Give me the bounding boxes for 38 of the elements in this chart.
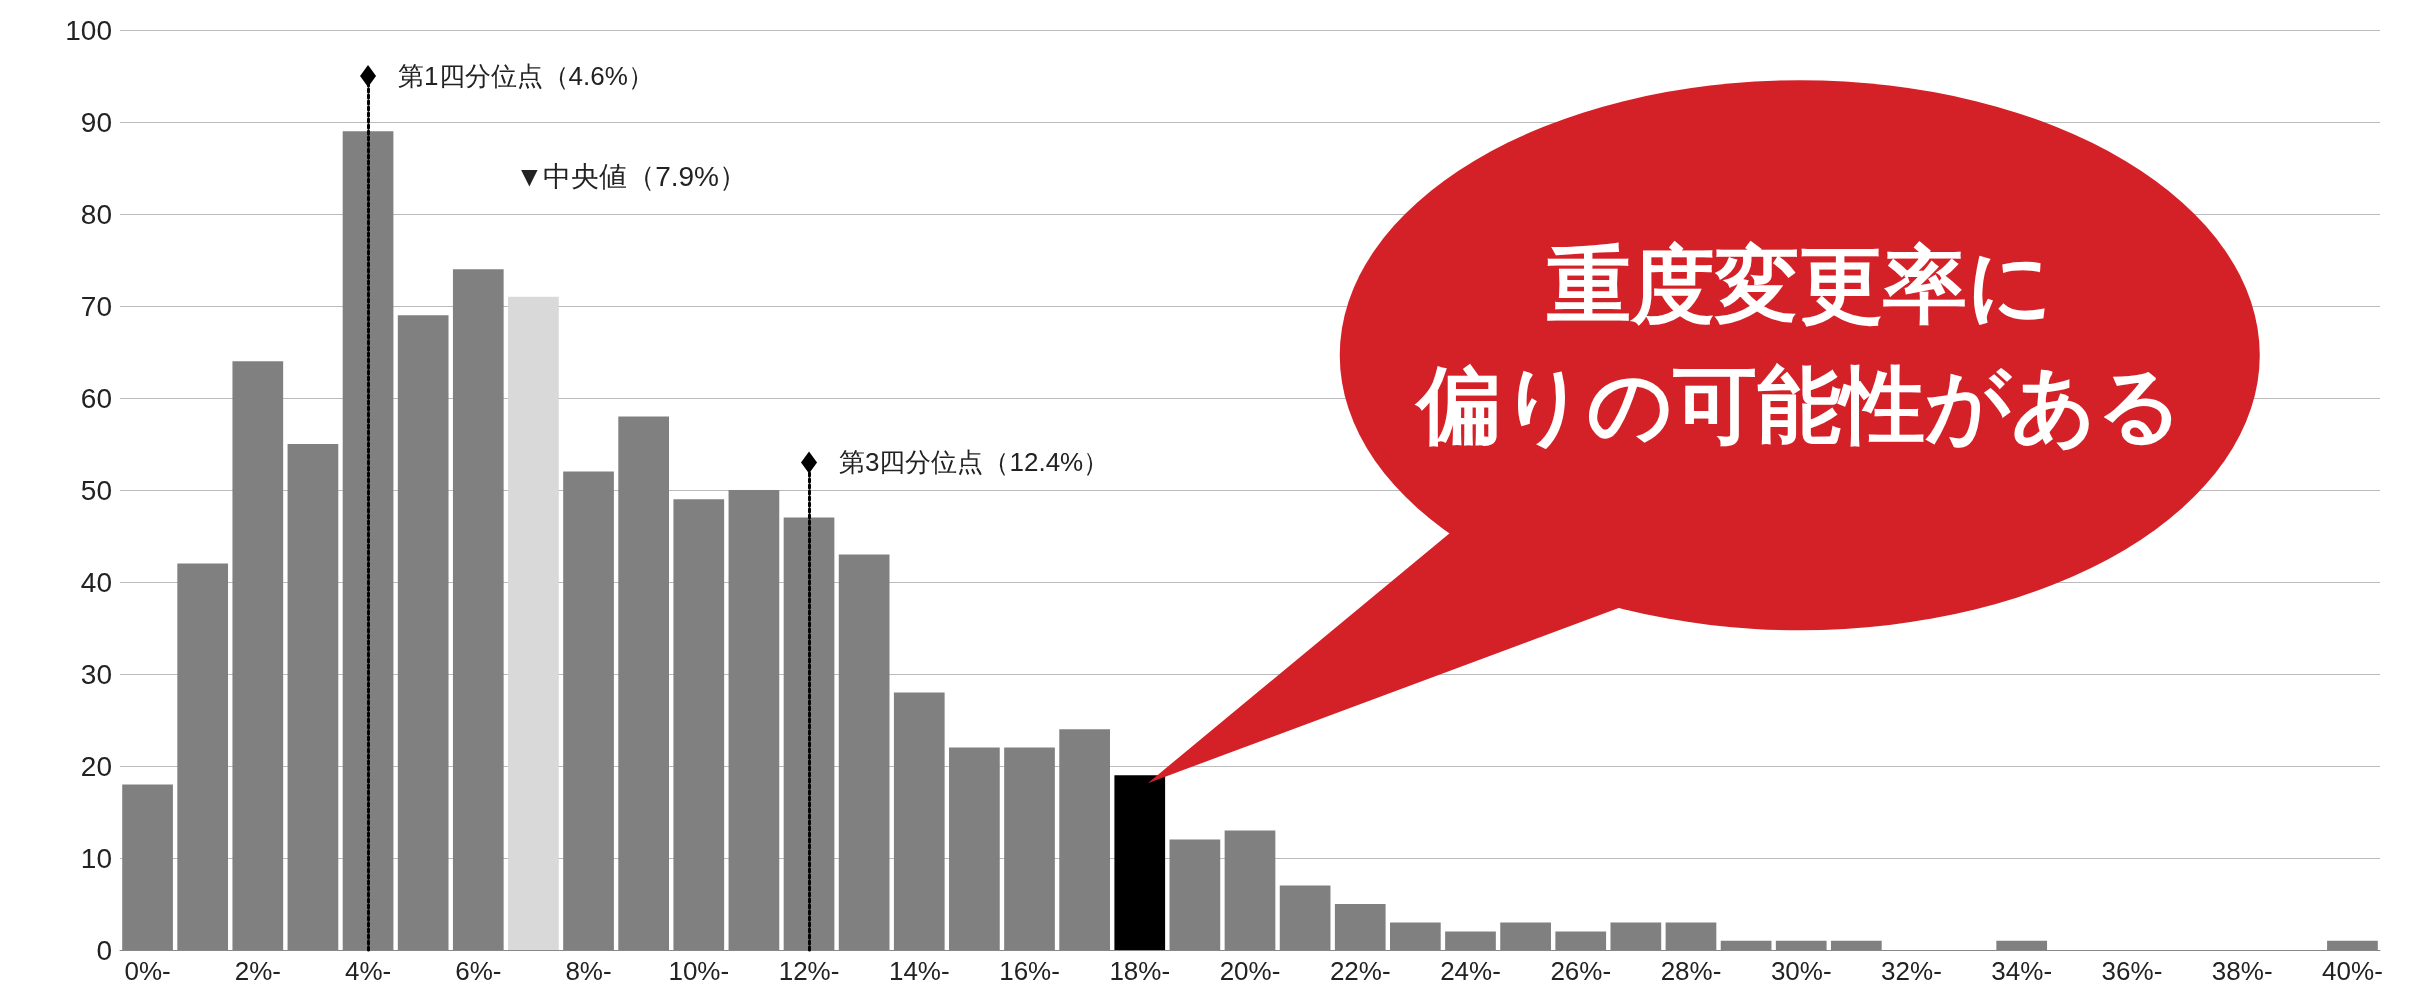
x-tick-label: 32%- xyxy=(1881,956,1942,986)
x-tick-label: 16%- xyxy=(999,956,1060,986)
y-tick-label: 30 xyxy=(80,658,112,690)
y-tick-label: 0 xyxy=(96,934,112,966)
y-tick-label: 40 xyxy=(80,566,112,598)
y-tick-label: 70 xyxy=(80,290,112,322)
y-tick-label: 80 xyxy=(80,198,112,230)
x-tick-label: 24%- xyxy=(1440,956,1501,986)
x-tick-label: 34%- xyxy=(1991,956,2053,986)
annotation: 重度変更率に偏りの可能性がある xyxy=(1414,235,2184,457)
x-tick-label: 22%- xyxy=(1329,956,1391,986)
x-tick-label: 30%- xyxy=(1770,956,1832,986)
x-tick-label: 40%- xyxy=(2322,956,2383,986)
x-tick-label: 12%- xyxy=(778,956,840,986)
x-tick-label: 6%- xyxy=(455,956,502,986)
x-tick-label: 20%- xyxy=(1219,956,1281,986)
x-tick-label: 28%- xyxy=(1660,956,1722,986)
y-tick-label: 90 xyxy=(80,106,112,138)
y-tick-label: 100 xyxy=(65,14,112,46)
x-tick-label: 36%- xyxy=(2101,956,2163,986)
y-tick-label: 60 xyxy=(80,382,112,414)
y-tick-label: 10 xyxy=(80,842,112,874)
bar xyxy=(1114,775,1166,950)
ref-line-label: 第3四分位点（12.4%） xyxy=(839,447,1110,478)
x-tick-label: 4%- xyxy=(344,956,392,986)
x-tick-label: 2%- xyxy=(234,956,281,986)
x-tick-label: 38%- xyxy=(2211,956,2273,986)
x-tick-label: 10%- xyxy=(668,956,730,986)
x-tick-label: 14%- xyxy=(888,956,950,986)
x-tick-label: 0%- xyxy=(124,956,171,986)
bar xyxy=(508,296,559,950)
ref-line-label: 第1四分位点（4.6%） xyxy=(398,61,654,91)
y-tick-label: 20 xyxy=(80,750,112,782)
annotation: ▼中央値（7.9%） xyxy=(515,160,747,192)
x-tick-label: 18%- xyxy=(1109,956,1171,986)
x-tick-label: 26%- xyxy=(1550,956,1612,986)
x-tick-label: 8%- xyxy=(565,956,612,986)
y-tick-label: 50 xyxy=(80,474,112,506)
